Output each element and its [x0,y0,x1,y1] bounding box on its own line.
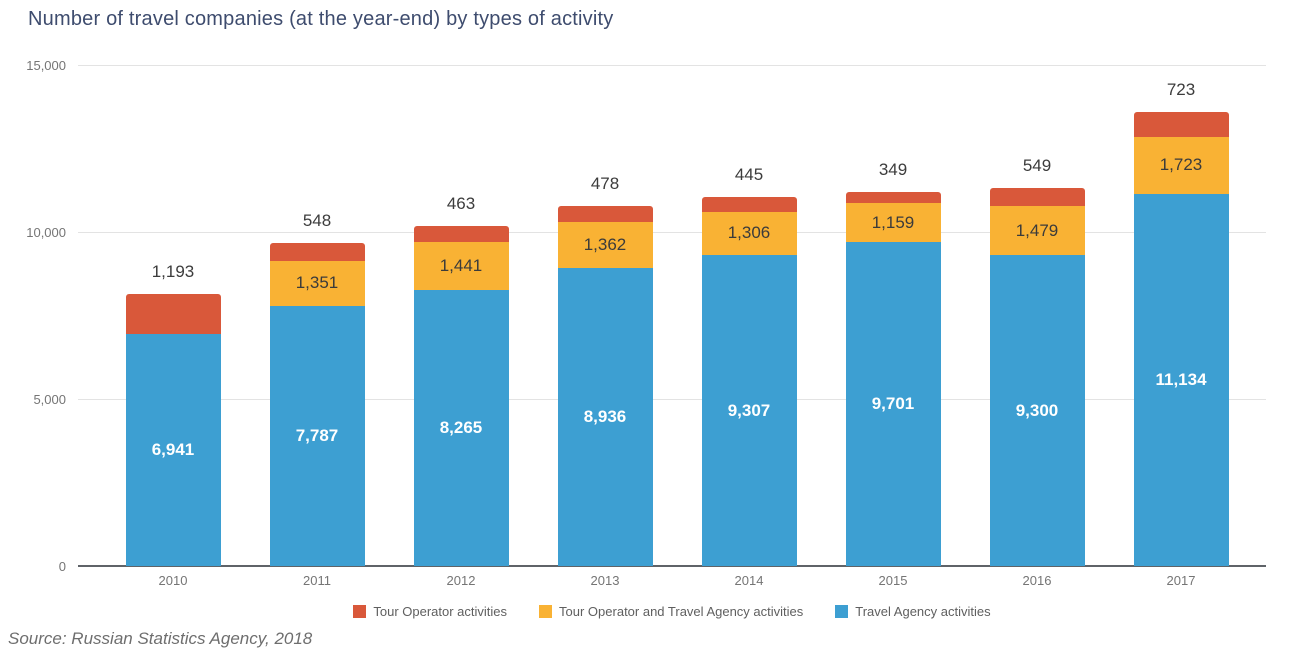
bar-group-2014: 1,306 9,307 445 2014 [677,65,821,588]
segment-travel-agency-activities-2017[interactable]: 11,134 [1133,194,1229,566]
segment-tour-operator-and-travel-agency-activities-2016[interactable]: 1,479 [989,206,1085,256]
segment-tour-operator-activities-2016[interactable] [989,187,1085,206]
stacked-bar-2010[interactable]: 6,941 [125,294,221,566]
y-axis-tick-label: 0 [58,558,66,574]
stacked-bar-2017[interactable]: 1,723 11,134 [1133,112,1229,566]
bars-container: 6,941 1,193 2010 1,351 7,787 548 2011 1,441 8,26… [101,65,1253,588]
segment-tour-operator-activities-2010[interactable] [125,294,221,335]
gridline-0: 0 [59,559,1266,574]
gridline-15-000: 15,000 [26,58,1266,73]
y-axis-tick-label: 15,000 [26,57,66,73]
plot-area: 6,941 1,193 2010 1,351 7,787 548 2011 1,441 8,26… [26,58,1266,588]
bar-group-2010: 6,941 1,193 2010 [101,65,245,588]
bar-top-value-label-2015: 349 [878,159,908,179]
segment-tour-operator-activities-2017[interactable] [1133,112,1229,137]
bar-group-2013: 1,362 8,936 478 2013 [533,65,677,588]
bar-top-value-label-2016: 549 [1022,155,1052,175]
legend-swatch-tour-operator-icon [353,605,367,618]
legend-label: Tour Operator and Travel Agency activiti… [559,604,804,619]
bar-top-value-label-2010: 1,193 [151,262,195,282]
x-axis-label-2012: 2012 [446,573,476,588]
bar-group-2012: 1,441 8,265 463 2012 [389,65,533,588]
segment-tour-operator-activities-2013[interactable] [557,206,653,223]
segment-travel-agency-activities-2010[interactable]: 6,941 [125,334,221,566]
segment-tour-operator-and-travel-agency-activities-2012[interactable]: 1,441 [413,241,509,290]
legend-item-tour-operator-activities[interactable]: Tour Operator activities [353,604,507,619]
segment-tour-operator-and-travel-agency-activities-2013[interactable]: 1,362 [557,222,653,268]
source-note: Source: Russian Statistics Agency, 2018 [8,629,313,648]
segment-travel-agency-activities-2013[interactable]: 8,936 [557,267,653,566]
segment-travel-agency-activities-2015[interactable]: 9,701 [845,242,941,566]
stacked-bar-2011[interactable]: 1,351 7,787 [269,242,365,566]
bar-top-value-label-2012: 463 [446,194,476,214]
bar-group-2017: 1,723 11,134 723 2017 [1109,65,1253,588]
legend-swatch-combined-icon [539,605,553,618]
segment-travel-agency-activities-2011[interactable]: 7,787 [269,305,365,566]
legend-label: Travel Agency activities [855,604,991,619]
y-axis-tick-label: 10,000 [26,224,66,240]
legend-item-travel-agency-activities[interactable]: Travel Agency activities [835,604,991,619]
y-axis-tick-label: 5,000 [33,391,66,407]
stacked-bar-2014[interactable]: 1,306 9,307 [701,196,797,566]
chart-title: Number of travel companies (at the year-… [28,8,614,30]
gridline-5-000: 5,000 [33,392,1266,407]
x-axis-label-2011: 2011 [303,573,331,588]
gridline-10-000: 10,000 [26,225,1266,240]
bar-top-value-label-2011: 548 [302,210,332,230]
legend: Tour Operator activities Tour Operator a… [78,604,1266,619]
segment-tour-operator-and-travel-agency-activities-2014[interactable]: 1,306 [701,211,797,256]
segment-travel-agency-activities-2014[interactable]: 9,307 [701,255,797,566]
bar-top-value-label-2013: 478 [590,174,620,194]
x-axis-label-2017: 2017 [1166,573,1196,588]
segment-tour-operator-and-travel-agency-activities-2017[interactable]: 1,723 [1133,136,1229,195]
bar-group-2015: 1,159 9,701 349 2015 [821,65,965,588]
segment-tour-operator-activities-2014[interactable] [701,196,797,212]
segment-tour-operator-activities-2015[interactable] [845,191,941,204]
stacked-bar-2015[interactable]: 1,159 9,701 [845,191,941,566]
bar-top-value-label-2014: 445 [734,164,764,184]
legend-swatch-travel-agency-icon [835,605,849,618]
legend-label: Tour Operator activities [373,604,508,619]
segment-tour-operator-and-travel-agency-activities-2011[interactable]: 1,351 [269,260,365,306]
stacked-bar-2013[interactable]: 1,362 8,936 [557,206,653,566]
bar-group-2016: 1,479 9,300 549 2016 [965,65,1109,588]
legend-item-tour-operator-and-travel-agency-activities[interactable]: Tour Operator and Travel Agency activiti… [539,604,803,619]
x-axis-label-2014: 2014 [734,573,764,588]
x-axis-label-2013: 2013 [590,573,620,588]
bar-group-2011: 1,351 7,787 548 2011 [245,65,389,588]
x-axis-label-2010: 2010 [158,573,188,588]
stacked-bar-2016[interactable]: 1,479 9,300 [989,187,1085,566]
segment-tour-operator-and-travel-agency-activities-2015[interactable]: 1,159 [845,203,941,242]
segment-travel-agency-activities-2016[interactable]: 9,300 [989,255,1085,566]
segment-tour-operator-activities-2012[interactable] [413,226,509,242]
segment-tour-operator-activities-2011[interactable] [269,242,365,261]
stacked-bar-2012[interactable]: 1,441 8,265 [413,226,509,566]
x-axis-label-2016: 2016 [1022,573,1052,588]
bar-top-value-label-2017: 723 [1166,80,1196,100]
x-axis-label-2015: 2015 [878,573,908,588]
segment-travel-agency-activities-2012[interactable]: 8,265 [413,289,509,566]
